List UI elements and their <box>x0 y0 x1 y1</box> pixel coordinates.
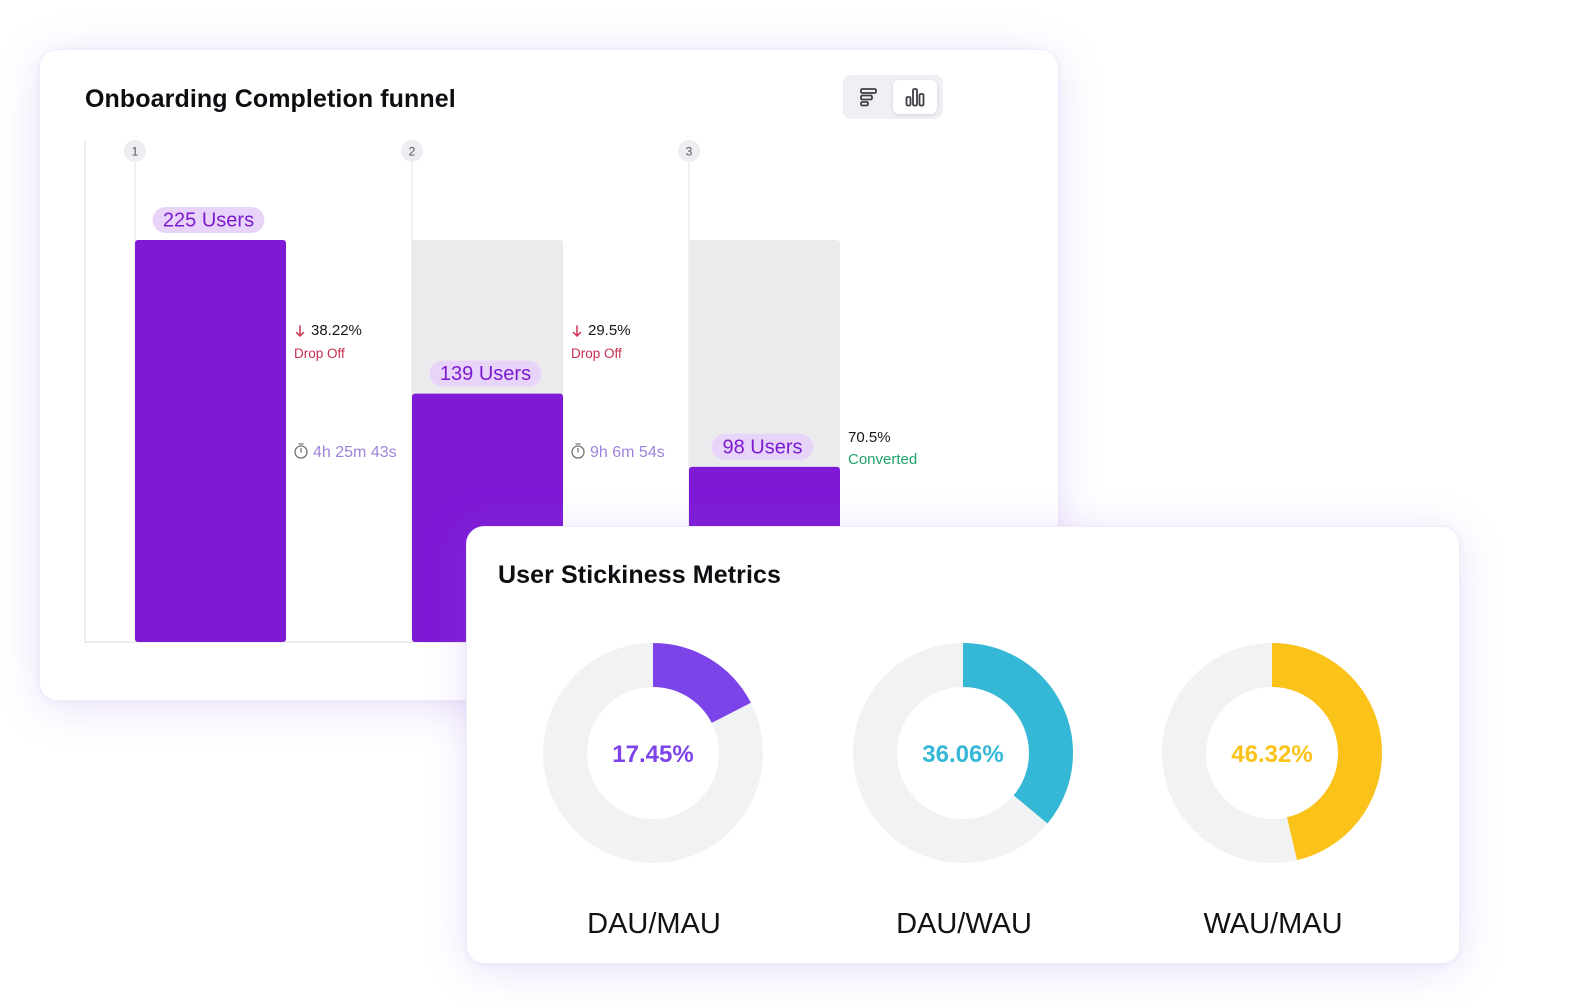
horizontal-bars-icon <box>860 88 877 107</box>
donut-chart <box>1162 643 1382 863</box>
avg-time-label: 4h 25m 43s <box>313 444 397 461</box>
vertical-bar-view-button[interactable] <box>893 80 937 114</box>
value-label-pill <box>711 433 814 460</box>
drop-off-percent: 38.22% <box>311 322 362 339</box>
donut-series-name: DAU/MAU <box>587 908 721 940</box>
value-label: 98 Users <box>722 436 802 458</box>
stopwatch-icon <box>571 443 585 459</box>
donut-series-name: WAU/MAU <box>1203 908 1342 940</box>
drop-off-label: Drop Off <box>294 346 345 361</box>
stopwatch-icon <box>294 443 308 459</box>
stickiness-charts: 17.45% DAU/MAU 36.06% DAU/WAU 46.32% WAU/MAU <box>543 643 1382 940</box>
step-number: 1 <box>132 145 139 159</box>
value-label-pill <box>152 207 265 233</box>
step-badge <box>678 140 700 162</box>
donut-series-name: DAU/WAU <box>896 908 1032 940</box>
donut-arc[interactable] <box>543 643 763 863</box>
donut-value-label: 17.45% <box>612 741 693 768</box>
value-label: 225 Users <box>163 210 254 232</box>
vertical-bars-icon <box>905 88 925 107</box>
drop-off-percent: 29.5% <box>588 322 631 339</box>
conversion-label: Converted <box>848 451 917 468</box>
donut-arc[interactable] <box>1162 643 1382 863</box>
donut-value-label: 46.32% <box>1231 741 1312 768</box>
chart-type-toggle <box>843 75 943 119</box>
step-number: 2 <box>409 145 416 159</box>
step-badge <box>124 140 146 162</box>
step-number: 3 <box>686 145 693 159</box>
donut-arc[interactable] <box>853 643 1073 863</box>
stickiness-title: User Stickiness Metrics <box>498 561 782 589</box>
step-badge <box>401 140 423 162</box>
down-arrow-icon <box>295 325 305 337</box>
donut-chart <box>543 643 763 863</box>
funnel-title: Onboarding Completion funnel <box>85 85 456 113</box>
drop-off-label: Drop Off <box>571 346 622 361</box>
avg-time-label: 9h 6m 54s <box>590 444 665 461</box>
conversion-percent: 70.5% <box>848 429 891 446</box>
value-label: 139 Users <box>440 363 531 385</box>
funnel-bar[interactable] <box>135 240 286 642</box>
horizontal-bar-view-button[interactable] <box>847 80 891 114</box>
donut-value-label: 36.06% <box>922 741 1003 768</box>
donut-chart <box>853 643 1073 863</box>
stickiness-card: User Stickiness Metrics 17.45% DAU/MAU 36.… <box>466 526 1460 964</box>
down-arrow-icon <box>572 325 582 337</box>
value-label-pill <box>429 360 542 387</box>
